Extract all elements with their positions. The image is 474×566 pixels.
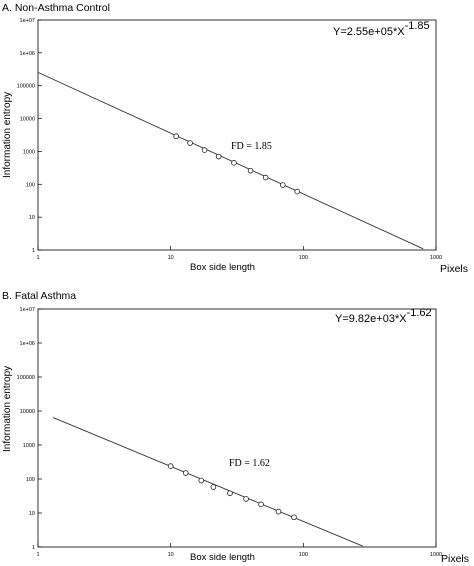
panel-a-points	[173, 133, 301, 195]
panel-a-ylabel: Information entropy	[2, 92, 13, 178]
panel-a-data-point	[173, 133, 179, 140]
panel-a-ticks: 1 10 100 1000 1 10 100 1000 10000 100000 1e+06 1e+0…	[17, 18, 442, 261]
panel-b-equation-exponent: -1.62	[407, 307, 432, 319]
panel-a-data-point	[231, 160, 237, 166]
panel-a-y-tick-label: 1000	[23, 149, 35, 155]
panel-a-x-tick-label: 1	[36, 255, 39, 261]
panel-b-x-tick-label: 1	[36, 552, 39, 558]
panel-a-y-tick-label: 100000	[17, 84, 35, 90]
panel-a-data-point	[215, 153, 222, 160]
panel-b-data-point	[275, 508, 282, 515]
panel-b-plot-frame	[37, 308, 437, 548]
panel-a-equation-base: Y=2.55e+05*X	[333, 26, 405, 38]
panel-b-y-tick-label: 100000	[17, 375, 35, 381]
panel-b-data-point	[167, 463, 174, 469]
panel-b-equation-base: Y=9.82e+03*X	[335, 313, 407, 325]
panel-b-data-point	[258, 501, 264, 508]
panel-b-data-point	[227, 490, 233, 497]
panel-a-x-tick-label: 10	[168, 255, 174, 261]
panel-b-data-point	[243, 496, 249, 502]
panel-a-annotation: FD = 1.85	[231, 141, 272, 152]
panel-a-title: A. Non-Asthma Control	[2, 2, 110, 14]
panel-a-plot-frame	[37, 19, 437, 251]
panel-a-y-tick-label: 1	[32, 248, 35, 254]
panel-a-data-point	[294, 188, 301, 195]
panel-b-x-tick-label: 1000	[430, 552, 442, 558]
panel-a-y-tick-label: 1e+06	[20, 51, 35, 57]
panel-b-data-point	[198, 477, 205, 484]
panel-a-equation-exponent: -1.85	[405, 20, 430, 32]
panel-a-data-point	[279, 182, 286, 188]
panel-b-y-tick-label: 100	[26, 477, 35, 483]
panel-b-annotation: FD = 1.62	[229, 458, 270, 469]
panel-b-fit-line	[52, 417, 363, 547]
panel-a-fit-line-group	[37, 71, 424, 250]
panel-a-x-tick-label: 100	[299, 255, 308, 261]
panel-a-data-point	[262, 174, 269, 181]
panel-a-equation: Y=2.55e+05*X-1.85	[333, 20, 430, 38]
panel-a-y-tick-label: 100	[26, 182, 35, 188]
panel-a-fit-line	[37, 71, 424, 250]
panel-b-y-tick-label: 1	[32, 545, 35, 551]
panel-a-xlabel: Box side length	[190, 262, 255, 273]
panel-b-x-tick-label: 100	[299, 552, 308, 558]
panel-b-xlabel: Box side length	[190, 552, 255, 563]
panel-b-y-tick-label: 10000	[20, 409, 35, 415]
panel-b-y-tick-label: 1e+06	[20, 341, 35, 347]
panel-b-fit-line-group	[52, 417, 363, 547]
panel-b-data-point	[210, 484, 217, 490]
panel-b-x-tick-label: 10	[168, 552, 174, 558]
panel-a-y-tick-label: 10	[29, 215, 35, 221]
panel-b-y-tick-label: 10	[29, 511, 35, 517]
panel-b-points	[167, 463, 297, 521]
panel-b-title: B. Fatal Asthma	[2, 290, 76, 302]
panel-b-data-point	[291, 514, 297, 521]
panel-a-y-tick-label: 1e+07	[20, 18, 35, 24]
panel-a-x-tick-label: 1000	[430, 255, 442, 261]
panel-b-ylabel: Information entropy	[2, 366, 13, 452]
panel-b-y-tick-label: 1000	[23, 443, 35, 449]
panel-b-y-tick-label: 1e+07	[20, 307, 35, 313]
panel-a-unit-label: Pixels	[440, 263, 468, 275]
panel-a-data-point	[187, 140, 193, 146]
panel-a-data-point	[201, 147, 208, 153]
panel-a-y-tick-label: 10000	[20, 117, 35, 123]
panel-b-ticks: 1 10 100 1000 1 10 100 1000 10000 100000 1e+06 1e+0…	[17, 307, 442, 558]
panel-b-unit-label: Pixels	[441, 553, 469, 565]
panel-b-data-point	[182, 470, 189, 476]
panel-b: B. Fatal Asthma Y=9.82e+03*X-1.62 1 10 100…	[2, 290, 469, 565]
panel-b-equation: Y=9.82e+03*X-1.62	[335, 307, 432, 325]
panel-a: A. Non-Asthma Control Y=2.55e+05*X-1.85 …	[2, 2, 468, 275]
panel-a-data-point	[247, 167, 254, 174]
